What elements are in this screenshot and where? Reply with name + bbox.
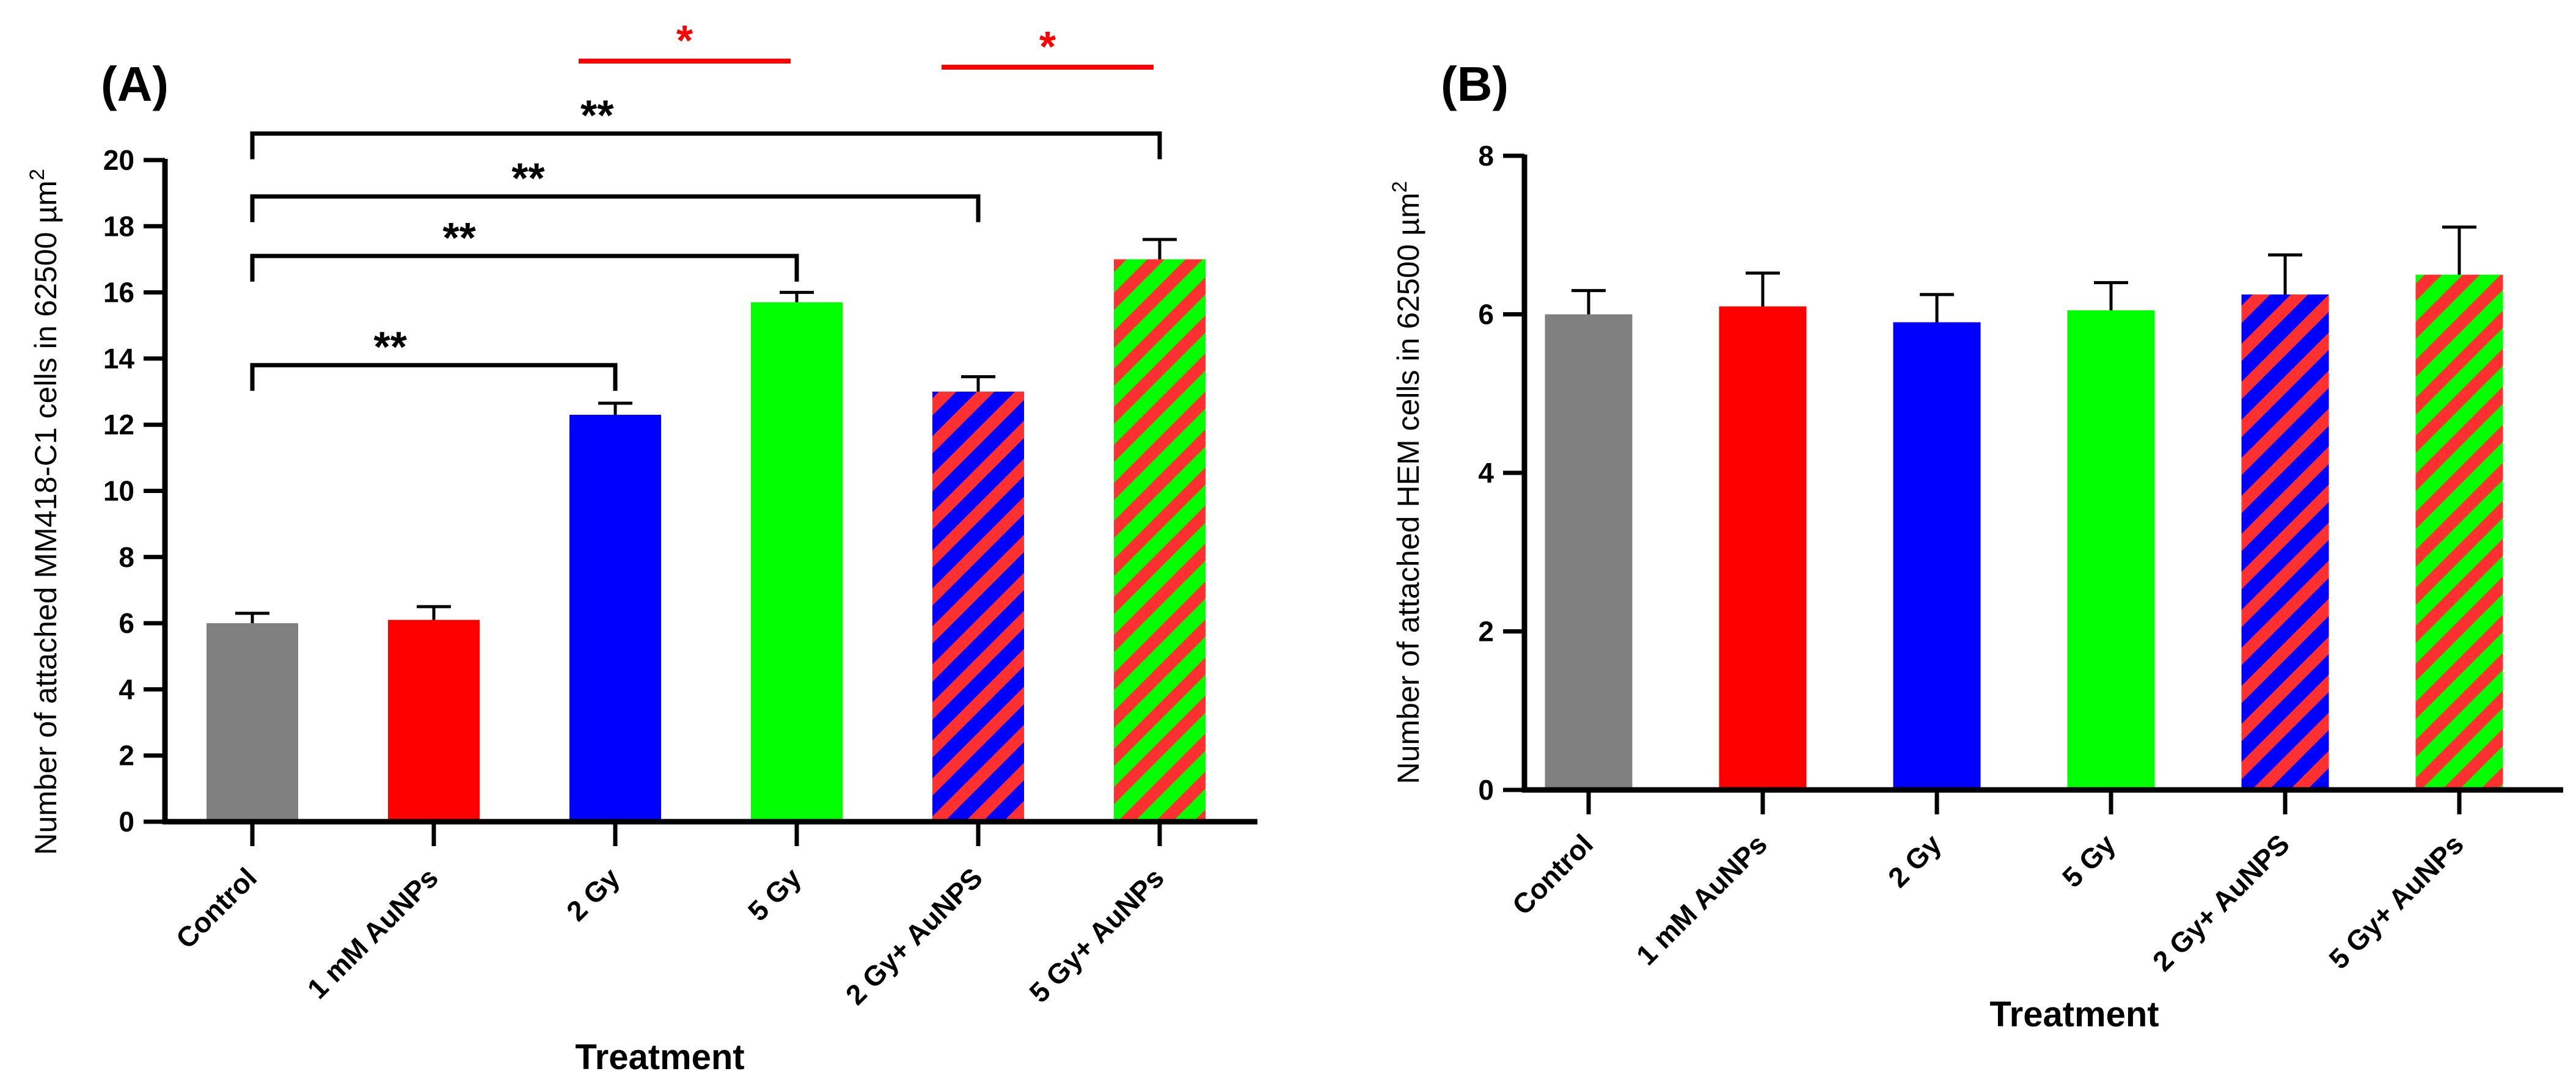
- panel-a-y-tick-label-14: 14: [103, 343, 135, 374]
- panel-a-significance-bracket-4: [250, 131, 1162, 159]
- panel-a-y-tick-label-8: 8: [119, 541, 134, 573]
- panel-b-bar-5: [2241, 294, 2329, 790]
- panel-a-x-axis-title: Treatment: [575, 1037, 744, 1077]
- panel-b-x-category-label-1: Control: [1506, 828, 1599, 921]
- panel-b-y-tick-label-4: 4: [1478, 457, 1494, 489]
- panel-b-x-category-label-5: 2 Gy+ AuNPS: [2146, 828, 2296, 977]
- panel-b-x-category-label-2: 1 mM AuNPs: [1630, 828, 1773, 971]
- panel-a-label: (A): [101, 57, 169, 111]
- panel-a-chart: (A) Number of attached MM418-C1 cells in…: [26, 16, 1257, 1077]
- panel-a-y-tick-label-6: 6: [119, 607, 134, 639]
- panel-a-significance-label-2: **: [442, 214, 476, 261]
- panel-a-y-axis-title: Number of attached MM418-C1 cells in 625…: [26, 169, 63, 855]
- panel-b-bar-4: [2067, 310, 2155, 790]
- panel-a-x-category-label-4: 5 Gy: [742, 861, 808, 927]
- panel-b-chart: (B) Number of attached HEM cells in 6250…: [1388, 57, 2563, 1034]
- panel-b-x-category-label-4: 5 Gy: [2056, 828, 2122, 894]
- panel-a-x-category-label-6: 5 Gy+ AuNPs: [1023, 861, 1170, 1009]
- panel-a-y-tick-label-10: 10: [103, 475, 134, 507]
- panel-a-significance-bracket-3: [250, 194, 981, 222]
- panel-b-y-axis-title: Number of attached HEM cells in 62500 µm…: [1388, 181, 1425, 784]
- panel-a-x-category-label-1: Control: [170, 861, 263, 954]
- panel-b-x-axis-title: Treatment: [1989, 995, 2159, 1034]
- panel-b-label: (B): [1441, 57, 1509, 111]
- panel-a-x-category-label-3: 2 Gy: [560, 861, 626, 927]
- panel-a-y-tick-label-20: 20: [103, 144, 134, 176]
- panel-a-x-category-label-2: 1 mM AuNPs: [301, 861, 444, 1004]
- panel-b-bar-6: [2415, 274, 2503, 790]
- panel-a-y-tick-label-0: 0: [119, 806, 134, 838]
- panel-b-bar-2: [1719, 306, 1807, 790]
- panel-a-significance-label-3: **: [511, 155, 545, 202]
- panel-a-bar-5: [932, 392, 1024, 822]
- panel-a-significance-bracket-1: [250, 363, 618, 391]
- panel-b-y-tick-label-6: 6: [1478, 299, 1494, 331]
- panel-a-y-tick-label-18: 18: [103, 210, 134, 242]
- panel-b-y-tick-label-2: 2: [1478, 616, 1494, 648]
- panel-b-bar-3: [1893, 322, 1981, 790]
- panel-b-bar-1: [1545, 314, 1633, 790]
- panel-a-y-tick-label-12: 12: [103, 409, 134, 440]
- panel-a-y-tick-label-2: 2: [119, 740, 134, 772]
- panel-b-y-tick-label-0: 0: [1478, 774, 1494, 806]
- panel-b-y-tick-label-8: 8: [1478, 140, 1494, 172]
- panel-a-comparison-label-2: *: [1039, 23, 1056, 70]
- panel-a-significance-label-1: **: [373, 323, 407, 371]
- panel-a-y-tick-label-16: 16: [103, 277, 134, 309]
- panel-a-x-category-label-5: 2 Gy+ AuNPS: [840, 861, 989, 1010]
- panel-b-x-category-label-6: 5 Gy+ AuNPs: [2322, 828, 2470, 975]
- panel-a-bar-2: [388, 619, 480, 822]
- panel-a-bar-6: [1114, 259, 1206, 822]
- panel-a-comparison-label-1: *: [676, 16, 693, 64]
- panel-a-y-tick-label-4: 4: [119, 673, 134, 705]
- panel-a-bar-1: [207, 623, 298, 822]
- panel-a-significance-label-4: **: [580, 92, 614, 139]
- panel-a-significance-bracket-2: [250, 254, 799, 282]
- panel-a-bar-3: [569, 414, 661, 822]
- panel-a-bar-4: [751, 302, 843, 822]
- panel-b-x-category-label-3: 2 Gy: [1882, 828, 1948, 894]
